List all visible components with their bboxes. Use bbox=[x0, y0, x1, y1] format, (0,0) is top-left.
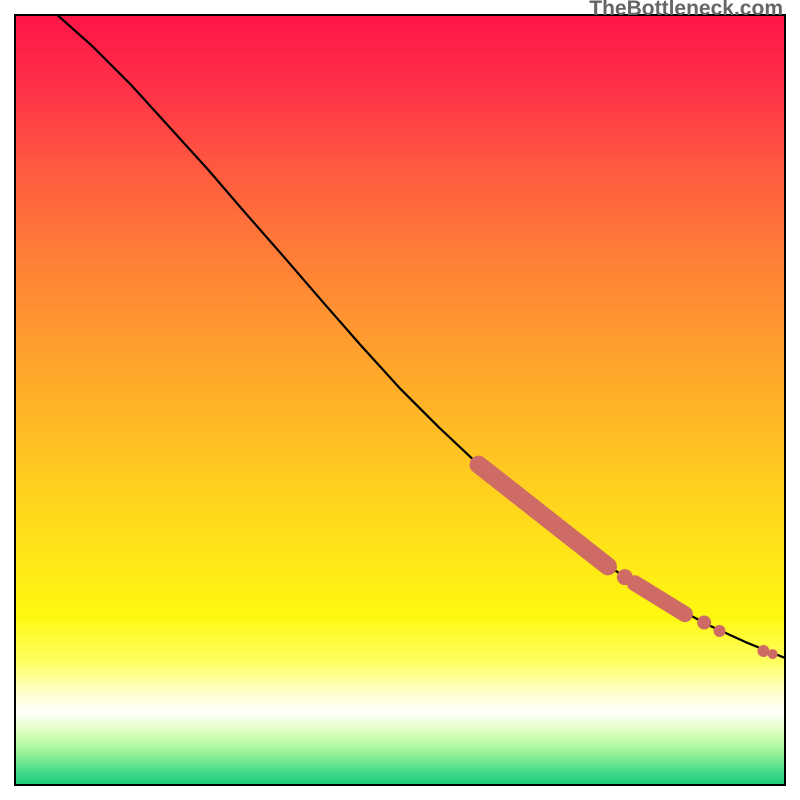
watermark-text: TheBottleneck.com bbox=[589, 0, 783, 21]
gradient-curve-chart bbox=[0, 0, 800, 800]
chart-container: TheBottleneck.com bbox=[0, 0, 800, 800]
